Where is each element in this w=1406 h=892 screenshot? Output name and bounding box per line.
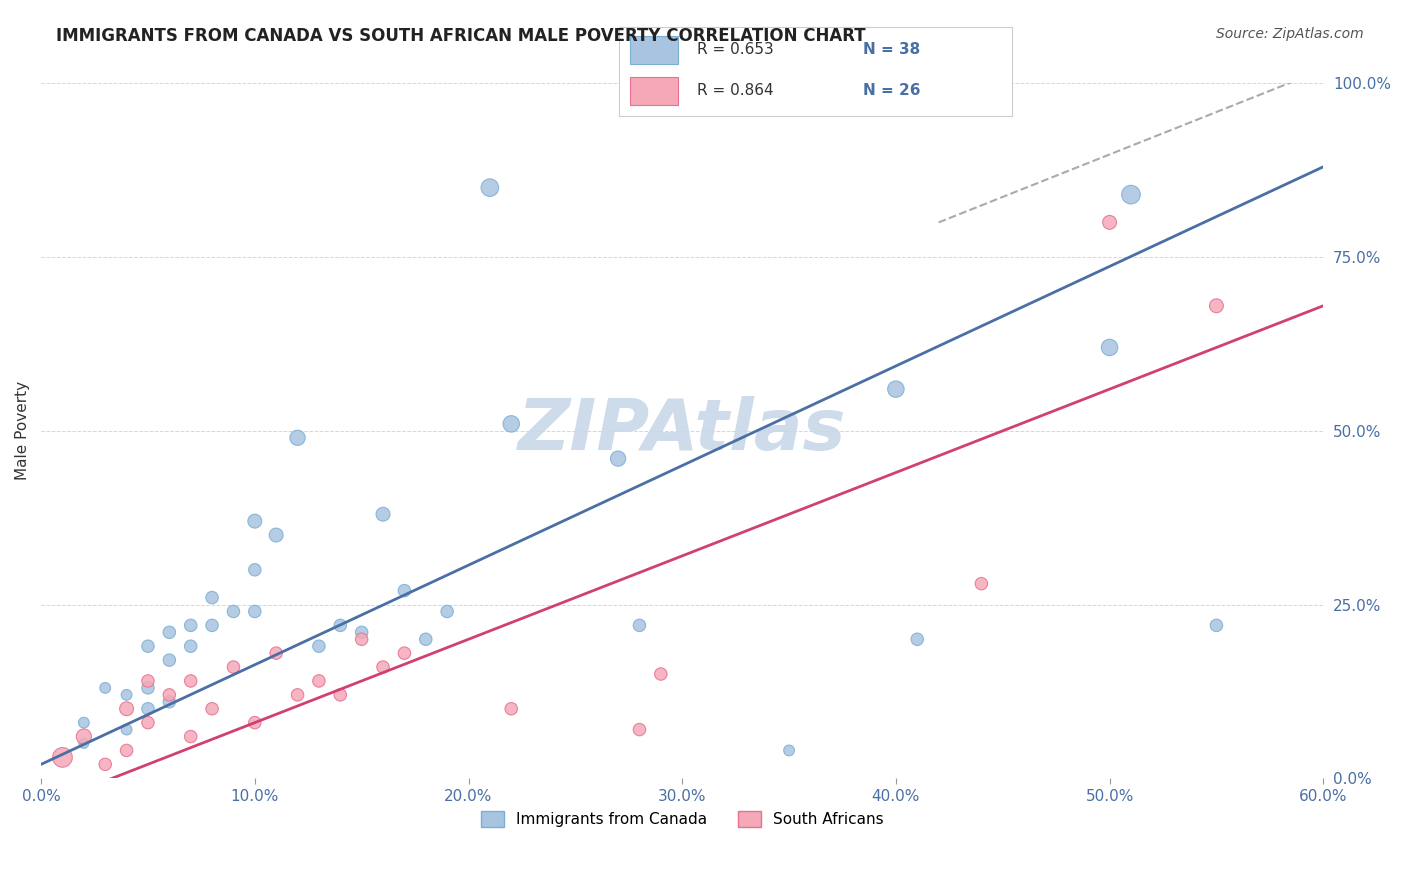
Point <box>501 417 523 431</box>
Point <box>778 743 800 757</box>
Point <box>650 667 672 681</box>
Point <box>264 528 287 542</box>
Point <box>136 673 159 688</box>
Point <box>308 639 330 653</box>
Point <box>394 646 416 660</box>
Point <box>115 688 138 702</box>
Point <box>180 730 202 744</box>
Point <box>180 673 202 688</box>
Point <box>136 715 159 730</box>
Point <box>94 757 117 772</box>
Point <box>157 695 180 709</box>
Text: ZIPAtlas: ZIPAtlas <box>517 396 846 466</box>
Point <box>1098 341 1121 355</box>
Point <box>243 605 266 619</box>
Text: Source: ZipAtlas.com: Source: ZipAtlas.com <box>1216 27 1364 41</box>
Point <box>350 632 373 647</box>
Legend: Immigrants from Canada, South Africans: Immigrants from Canada, South Africans <box>475 805 890 833</box>
Point <box>201 618 224 632</box>
Point <box>1205 299 1227 313</box>
Point <box>308 673 330 688</box>
Point <box>884 382 907 396</box>
Point <box>329 688 352 702</box>
Point <box>201 591 224 605</box>
Point <box>607 451 630 466</box>
Point <box>136 681 159 695</box>
Point <box>222 660 245 674</box>
Point <box>287 431 309 445</box>
Point <box>329 618 352 632</box>
Text: IMMIGRANTS FROM CANADA VS SOUTH AFRICAN MALE POVERTY CORRELATION CHART: IMMIGRANTS FROM CANADA VS SOUTH AFRICAN … <box>56 27 866 45</box>
Point <box>1205 618 1227 632</box>
Point <box>180 639 202 653</box>
Point <box>136 702 159 716</box>
Point <box>51 750 73 764</box>
Point <box>415 632 437 647</box>
Point <box>115 702 138 716</box>
Text: N = 38: N = 38 <box>863 43 920 57</box>
Point <box>115 723 138 737</box>
Point <box>905 632 928 647</box>
Point <box>628 723 651 737</box>
Point <box>157 625 180 640</box>
FancyBboxPatch shape <box>630 36 678 64</box>
Point <box>73 737 96 751</box>
Point <box>287 688 309 702</box>
Point <box>394 583 416 598</box>
Point <box>136 639 159 653</box>
Point <box>501 702 523 716</box>
Point <box>628 618 651 632</box>
Point <box>350 625 373 640</box>
Point <box>1098 215 1121 229</box>
Point <box>157 653 180 667</box>
Text: R = 0.653: R = 0.653 <box>697 43 775 57</box>
Point <box>264 646 287 660</box>
Point <box>73 715 96 730</box>
Point <box>970 576 993 591</box>
Point <box>436 605 458 619</box>
Point <box>371 507 394 521</box>
Text: R = 0.864: R = 0.864 <box>697 84 773 98</box>
Point <box>94 681 117 695</box>
Point <box>201 702 224 716</box>
Point <box>243 715 266 730</box>
Point <box>115 743 138 757</box>
Point <box>371 660 394 674</box>
Point <box>157 688 180 702</box>
Text: N = 26: N = 26 <box>863 84 920 98</box>
Point <box>478 180 501 194</box>
Point <box>243 514 266 528</box>
Y-axis label: Male Poverty: Male Poverty <box>15 381 30 481</box>
Point <box>180 618 202 632</box>
Point <box>73 730 96 744</box>
FancyBboxPatch shape <box>630 77 678 105</box>
Point <box>243 563 266 577</box>
Point <box>1119 187 1142 202</box>
Point <box>222 605 245 619</box>
